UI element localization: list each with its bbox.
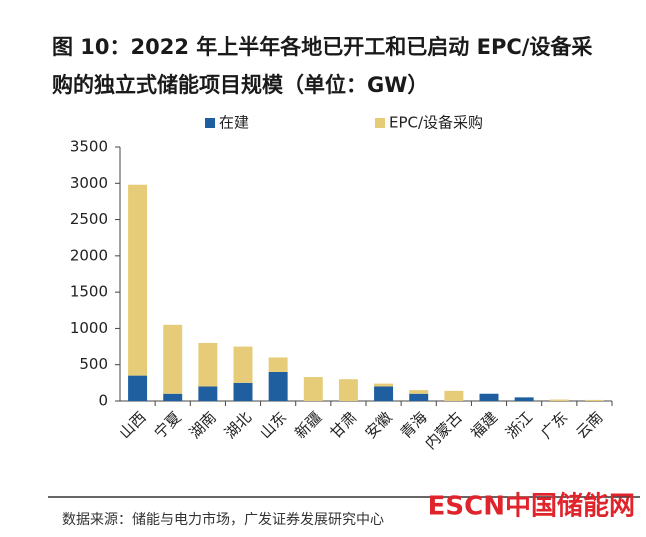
legend-label: 在建	[219, 114, 249, 132]
x-tick-label: 安徽	[362, 408, 396, 442]
bar	[479, 393, 499, 401]
bar	[233, 346, 253, 383]
bar	[374, 386, 394, 401]
x-tick-label: 浙江	[502, 408, 536, 442]
bar	[233, 382, 253, 401]
bar	[128, 375, 148, 401]
bar	[338, 379, 358, 401]
y-tick-label: 2500	[70, 210, 108, 228]
y-tick-label: 0	[98, 392, 108, 410]
x-tick-label: 湖北	[221, 408, 255, 442]
y-tick-label: 1500	[70, 283, 108, 301]
x-tick-label: 广东	[537, 408, 571, 442]
x-tick-label: 宁夏	[151, 408, 185, 442]
legend-swatch	[375, 118, 385, 128]
bar	[409, 393, 429, 401]
x-tick-label: 新疆	[291, 408, 325, 442]
watermark: ESCN中国储能网	[428, 491, 635, 522]
bar	[128, 184, 148, 376]
bar	[163, 393, 183, 401]
source: 数据来源：储能与电力市场，广发证券发展研究中心	[62, 511, 384, 528]
bar	[514, 397, 534, 401]
x-tick-label: 福建	[467, 408, 501, 442]
x-tick-label: 云南	[572, 408, 606, 442]
chart-title: 图 10：2022 年上半年各地已开工和已启动 EPC/设备采购的独立式储能项目…	[52, 35, 593, 97]
bar	[444, 390, 464, 401]
bar	[549, 399, 569, 401]
x-tick-label: 山西	[116, 408, 150, 442]
y-tick-label: 2000	[70, 246, 108, 264]
bar	[409, 390, 429, 394]
bar	[198, 386, 218, 401]
bar	[584, 399, 604, 401]
bar	[303, 377, 323, 401]
y-tick-label: 3500	[70, 138, 108, 156]
bar	[374, 383, 394, 387]
y-tick-label: 500	[79, 355, 108, 373]
y-tick-label: 1000	[70, 319, 108, 337]
bar	[268, 371, 288, 401]
bar	[268, 357, 288, 372]
legend-label: EPC/设备采购	[389, 114, 483, 132]
x-tick-label: 内蒙古	[421, 408, 466, 453]
x-tick-label: 湖南	[186, 408, 220, 442]
x-tick-label: 甘肃	[326, 408, 360, 442]
y-tick-label: 3000	[70, 174, 108, 192]
x-tick-label: 山东	[256, 408, 290, 442]
bar	[163, 324, 183, 394]
bar	[198, 342, 218, 387]
legend-swatch	[205, 118, 215, 128]
